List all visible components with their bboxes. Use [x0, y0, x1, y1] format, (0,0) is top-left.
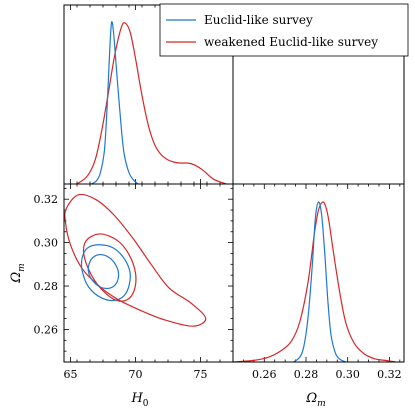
contour-weakened-2 — [64, 193, 207, 327]
tick-label-h0: 70 — [129, 368, 143, 381]
contour-euclid-2 — [80, 244, 131, 302]
omega-m-posterior-weakened — [232, 201, 396, 363]
legend: Euclid-like survey weakened Euclid-like … — [159, 3, 409, 57]
tick-label-omega-m-x: 0.32 — [377, 368, 402, 381]
omega-m-posterior-euclid — [293, 201, 346, 363]
legend-label-euclid: Euclid-like survey — [204, 13, 313, 27]
tick-label-h0: 65 — [64, 368, 78, 381]
x-axis-label-h0: H0 — [130, 391, 148, 409]
tick-label-omega-m-x: 0.30 — [335, 368, 360, 381]
panel-omega-m-marginal — [232, 183, 405, 363]
tick-label-omega-m-y: 0.26 — [34, 323, 59, 336]
panel-frames — [63, 4, 405, 363]
tick-label-omega-m-x: 0.28 — [294, 368, 319, 381]
x-axis-label-omega-m: Ωm — [305, 391, 325, 409]
tick-labels: 65 70 75 0.26 0.28 0.30 0.32 0.26 0.28 0.30 0.32 — [34, 193, 402, 381]
legend-label-weakened: weakened Euclid-like survey — [204, 35, 378, 49]
y-axis-label-omega-m: Ωm — [9, 263, 27, 283]
tick-label-omega-m-y: 0.28 — [34, 280, 59, 293]
h0-posterior-euclid — [90, 21, 139, 185]
posterior-curves — [64, 21, 396, 363]
legend-box — [159, 3, 409, 57]
tick-label-omega-m-y: 0.32 — [34, 193, 59, 206]
tick-label-h0: 75 — [194, 368, 208, 381]
tick-label-omega-m-y: 0.30 — [34, 237, 59, 250]
tick-label-omega-m-x: 0.26 — [252, 368, 277, 381]
contour-euclid-1 — [87, 253, 120, 290]
panel-joint — [63, 183, 234, 363]
h0-posterior-weakened — [76, 22, 227, 185]
